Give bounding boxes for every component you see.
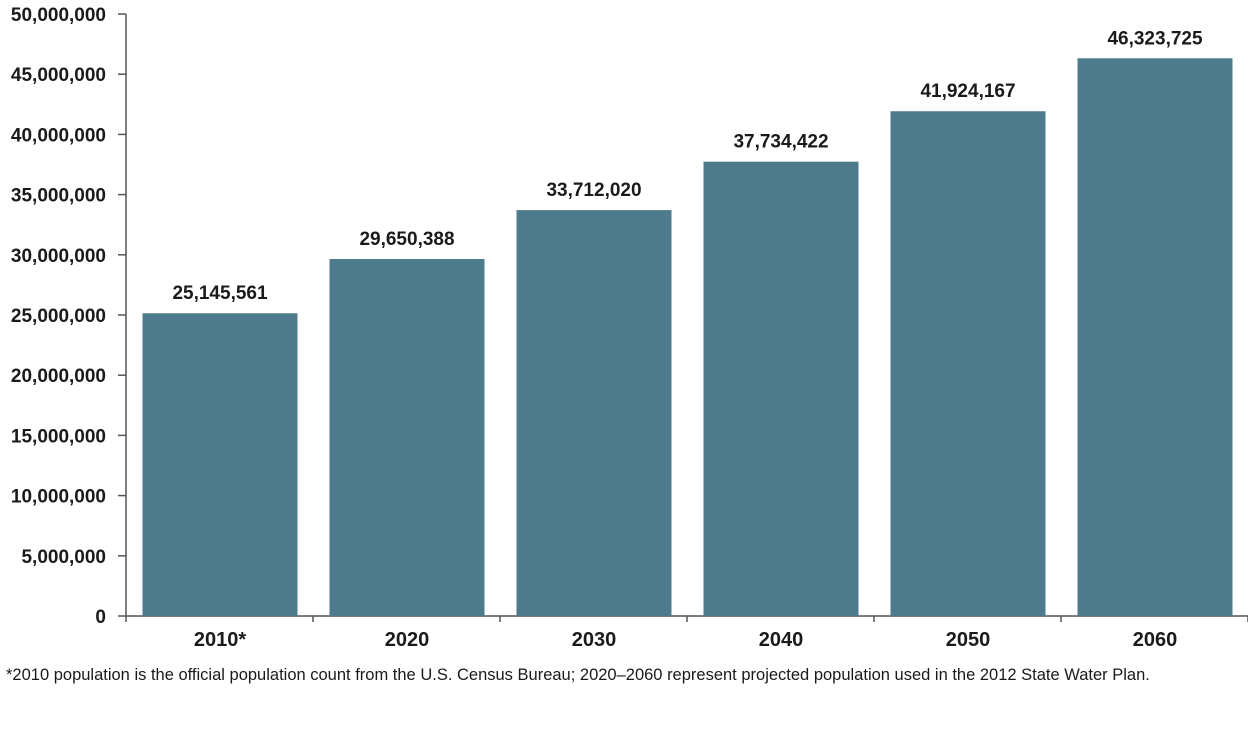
bar — [1077, 58, 1233, 617]
bar — [516, 210, 672, 616]
y-tick-label: 45,000,000 — [11, 65, 106, 86]
data-label: 33,712,020 — [546, 180, 641, 201]
category-label: 2050 — [946, 629, 991, 651]
y-tick-label: 0 — [95, 607, 106, 628]
footnote: *2010 population is the official populat… — [6, 666, 1150, 684]
y-axis: 0 5,000,000 10,000,000 15,000,000 20,000,000… — [11, 5, 127, 628]
y-tick-label: 50,000,000 — [11, 5, 106, 26]
y-tick-label: 30,000,000 — [11, 246, 106, 267]
y-tick-label: 5,000,000 — [21, 547, 106, 568]
category-label: 2040 — [759, 629, 804, 651]
data-labels: 25,145,561 29,650,388 33,712,020 37,734,422… — [172, 28, 1203, 304]
bar — [142, 313, 298, 616]
data-label: 25,145,561 — [172, 283, 268, 304]
y-tick-label: 35,000,000 — [11, 186, 106, 207]
y-tick-label: 40,000,000 — [11, 125, 106, 146]
category-label: 2060 — [1133, 629, 1178, 651]
bar — [329, 259, 485, 616]
category-label: 2020 — [385, 629, 430, 651]
bar — [890, 111, 1046, 616]
data-label: 41,924,167 — [920, 81, 1015, 102]
x-axis — [125, 615, 1248, 622]
y-tick-label: 20,000,000 — [11, 366, 106, 387]
data-label: 46,323,725 — [1107, 28, 1203, 49]
y-tick-label: 25,000,000 — [11, 306, 106, 327]
y-tick-label: 15,000,000 — [11, 426, 106, 447]
category-labels: 2010* 2020 2030 2040 2050 2060 — [194, 629, 1177, 651]
data-label: 29,650,388 — [359, 229, 454, 250]
category-label: 2010* — [194, 629, 246, 651]
y-tick-label: 10,000,000 — [11, 487, 106, 508]
data-label: 37,734,422 — [733, 132, 828, 153]
category-label: 2030 — [572, 629, 617, 651]
bars — [142, 58, 1233, 617]
bar — [703, 161, 859, 617]
